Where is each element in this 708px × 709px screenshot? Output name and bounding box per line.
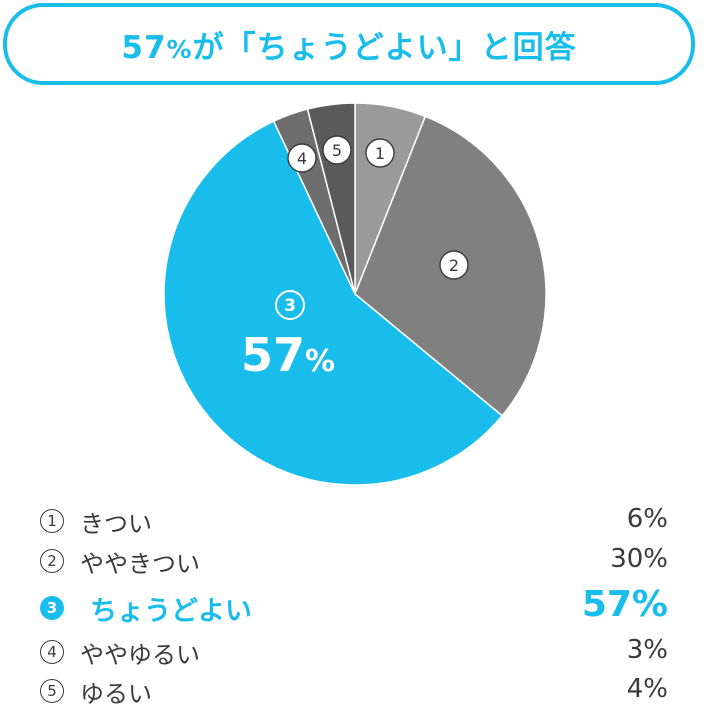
slice-badge-4: 4 <box>287 143 317 173</box>
svg-text:4: 4 <box>297 149 307 168</box>
legend-marker-3: 3 <box>40 596 64 620</box>
legend-row-4: 4 ややゆるい 3% <box>40 634 668 670</box>
pie-slice-3 <box>163 120 504 486</box>
svg-text:1: 1 <box>375 144 385 163</box>
legend-value-2: 30% <box>610 544 668 574</box>
legend-label-1: きつい <box>80 510 152 538</box>
title-rest: が「ちょうどよい」と回答 <box>192 29 577 66</box>
highlight-value-label: 57% <box>241 328 335 382</box>
legend-value-4: 3% <box>626 635 668 665</box>
legend-row-1: 1 きつい 6% <box>40 503 668 539</box>
legend-value-5: 4% <box>626 674 668 704</box>
slice-badge-5: 5 <box>322 135 352 165</box>
legend-marker-4: 4 <box>40 640 64 664</box>
svg-text:5: 5 <box>332 141 342 160</box>
legend-label-2: ややきつい <box>80 550 200 578</box>
legend-label-3: ちょうどよい <box>90 596 252 627</box>
slice-badge-3: 3 <box>275 290 305 320</box>
legend-marker-2: 2 <box>40 549 64 573</box>
slice-badge-2: 2 <box>439 250 469 280</box>
title-percent: % <box>166 34 193 64</box>
legend-label-5: ゆるい <box>80 680 152 708</box>
legend-value-3: 57% <box>581 584 668 625</box>
svg-text:3: 3 <box>284 296 296 316</box>
chart-title: 57%が「ちょうどよい」と回答 <box>121 22 576 67</box>
svg-text:2: 2 <box>449 256 459 275</box>
legend-value-1: 6% <box>626 504 668 534</box>
legend-marker-5: 5 <box>40 679 64 703</box>
legend-row-2: 2 ややきつい 30% <box>40 543 668 579</box>
title-banner: 57%が「ちょうどよい」と回答 <box>3 3 695 85</box>
legend-label-4: ややゆるい <box>80 641 200 669</box>
title-number: 57 <box>121 29 167 66</box>
legend-row-3: 3 ちょうどよい 57% <box>40 584 668 627</box>
pie-chart: 1 2 3 4 5 57% <box>163 102 547 486</box>
slice-badge-1: 1 <box>365 138 395 168</box>
legend-marker-1: 1 <box>40 509 64 533</box>
legend-row-5: 5 ゆるい 4% <box>40 673 668 709</box>
